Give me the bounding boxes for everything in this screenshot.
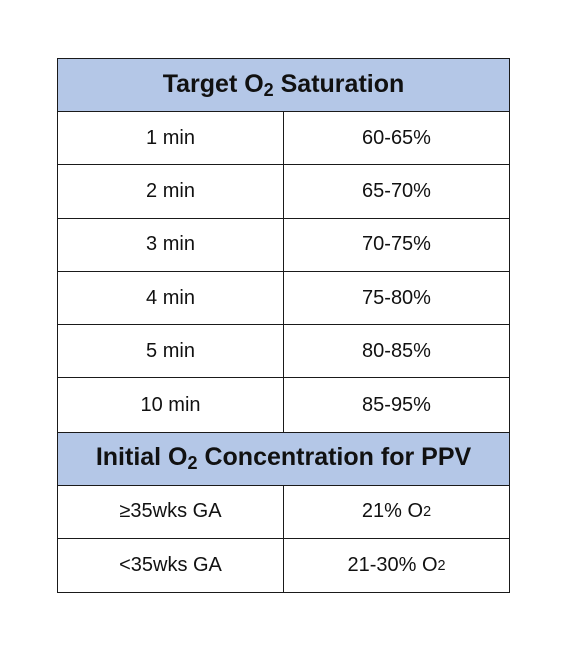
saturation-cell: 70-75%: [362, 233, 431, 256]
time-cell: 1 min: [58, 112, 284, 165]
table-row: 1 min 60-65%: [58, 112, 509, 166]
time-cell: 10 min: [58, 378, 284, 432]
table-row: 4 min 75-80%: [58, 271, 509, 326]
saturation-cell: 60-65%: [362, 126, 431, 149]
saturation-cell: 75-80%: [362, 286, 431, 309]
saturation-cell: 85-95%: [362, 393, 431, 416]
oxygen-guideline-table: Target O2 Saturation 1 min 60-65% 2 min …: [57, 58, 510, 594]
table-row: 3 min 70-75%: [58, 218, 509, 272]
target-saturation-header: Target O2 Saturation: [58, 59, 509, 112]
table-row: 5 min 80-85%: [58, 325, 509, 379]
time-cell: 4 min: [58, 271, 284, 325]
gestational-age-cell: <35wks GA: [58, 539, 284, 593]
saturation-cell: 65-70%: [362, 179, 431, 202]
time-cell: 2 min: [58, 165, 284, 218]
initial-concentration-title: Initial O2 Concentration for PPV: [95, 443, 472, 474]
target-saturation-title: Target O2 Saturation: [162, 69, 405, 100]
gestational-age-cell: ≥35wks GA: [58, 485, 284, 539]
saturation-cell: 80-85%: [362, 339, 431, 362]
initial-concentration-header: Initial O2 Concentration for PPV: [58, 431, 509, 486]
table-row: 10 min 85-95%: [58, 378, 509, 432]
table-row: 2 min 65-70%: [58, 165, 509, 219]
time-cell: 3 min: [58, 218, 284, 271]
time-cell: 5 min: [58, 325, 284, 378]
